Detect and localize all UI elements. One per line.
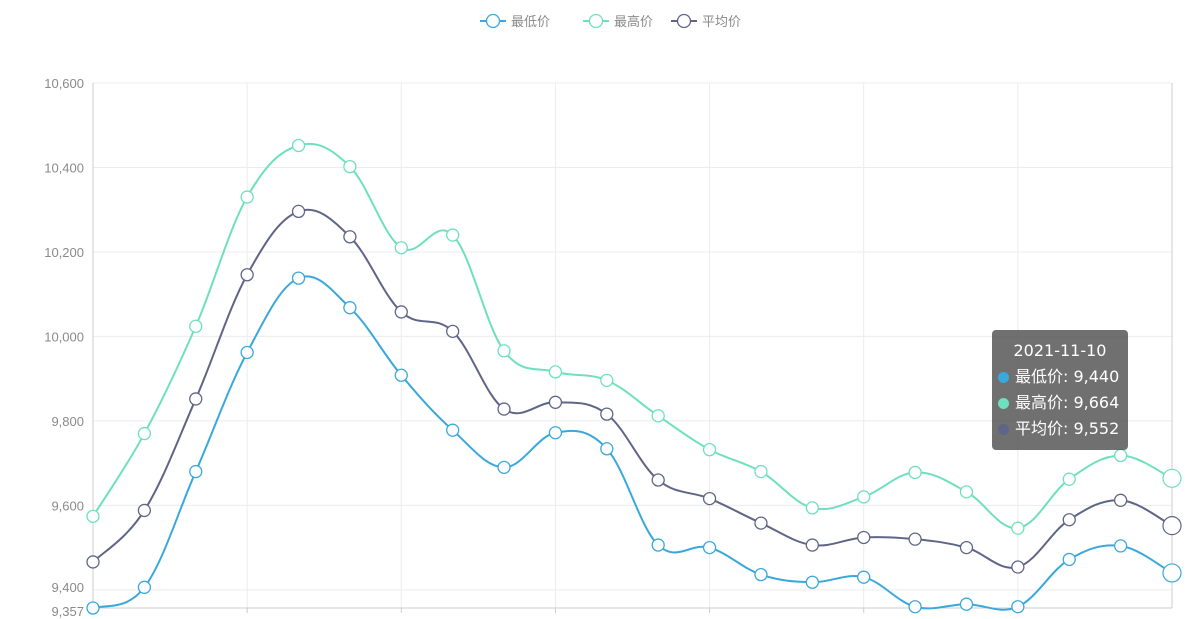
legend-label: 平均价 [702,15,741,30]
data-point [189,319,203,333]
data-point [189,392,203,406]
tooltip: 2021-11-10 最低价: 9,440 最高价: 9,664 平均价: 9,… [992,330,1128,450]
data-point [702,442,717,457]
y-tick-label: 10,600 [44,76,84,91]
tooltip-row-max-text: 最高价: 9,664 [1015,393,1120,412]
legend-item-1[interactable]: 最高价 [583,13,653,30]
data-point [959,485,974,499]
data-point [394,305,408,319]
tooltip-row-avg-text: 平均价: 9,552 [1015,419,1120,438]
data-point [497,344,511,358]
data-point [343,301,357,315]
data-point [446,324,460,339]
tooltip-row-min: 最低价: 9,440 [998,364,1128,390]
data-point [1162,468,1182,488]
series-color-dot [998,398,1009,409]
data-point [651,538,665,552]
legend-label: 最高价 [614,14,653,30]
data-point [1062,552,1076,567]
data-point [1062,472,1076,486]
data-point [805,575,819,589]
data-point [702,491,717,506]
data-point [291,138,306,153]
data-point [908,465,922,480]
data-point [497,460,511,475]
data-point [548,426,563,440]
data-point [857,490,871,504]
tooltip-row-max: 最高价: 9,664 [998,390,1128,416]
data-point [446,228,460,242]
data-point [548,395,563,409]
data-point [908,532,922,546]
data-point [1162,563,1182,583]
data-point [600,407,614,421]
data-point [548,365,563,379]
legend[interactable]: 最低价 最高价 平均价 [480,13,741,31]
data-point [189,464,203,479]
data-point [1113,539,1128,553]
data-point [137,503,152,518]
data-point [754,516,768,530]
y-tick-label: 9,600 [51,498,84,513]
data-point [1062,513,1076,527]
data-point [1011,521,1025,535]
data-point [343,230,357,244]
data-point [240,345,254,360]
data-point [137,580,152,594]
y-axis-tick-labels: 10,600 10,400 10,200 10,000 9,800 9,600 9,400 9… [44,76,84,619]
data-point [702,540,717,555]
data-point [1162,516,1182,536]
data-point [291,204,306,219]
data-point [857,530,871,545]
data-point [857,570,871,584]
data-point [908,600,922,614]
legend-label: 最低价 [511,15,550,30]
data-point [754,567,768,582]
y-tick-label: 10,400 [44,160,84,175]
data-point [86,601,100,615]
tooltip-row-min-text: 最低价: 9,440 [1015,367,1120,386]
data-point [343,159,357,174]
data-point [86,509,100,523]
data-point [1011,600,1025,614]
data-point [240,190,254,204]
data-point [600,442,614,456]
tooltip-row-avg: 平均价: 9,552 [998,416,1128,442]
series-color-dot [998,424,1009,435]
data-point [1011,560,1025,574]
series-color-dot [998,372,1009,383]
legend-marker [588,13,604,29]
data-point [805,538,819,552]
y-tick-label: 10,000 [44,329,84,344]
series-points [86,138,1182,615]
data-point [805,501,819,515]
y-tick-label: 10,200 [44,245,84,260]
data-point [446,423,460,437]
data-point [651,409,665,423]
legend-item-0[interactable]: 最低价 [480,13,550,31]
data-point [651,473,665,487]
data-point [497,402,511,416]
data-point [959,540,974,555]
data-point [394,241,408,255]
data-point [1113,448,1128,463]
data-point [754,464,768,479]
data-point [291,271,306,285]
data-point [240,268,254,282]
data-point [600,373,614,387]
data-point [959,597,974,611]
data-point [86,555,100,569]
legend-marker [485,13,501,29]
y-tick-label: 9,400 [51,580,84,595]
legend-marker [676,13,692,29]
tooltip-title: 2021-11-10 [1013,341,1107,360]
data-point [1113,493,1128,507]
data-point [137,426,152,441]
y-tick-label: 9,357 [51,604,84,619]
legend-item-2[interactable]: 平均价 [671,13,741,31]
data-point [394,368,408,382]
y-tick-label: 9,800 [51,414,84,429]
